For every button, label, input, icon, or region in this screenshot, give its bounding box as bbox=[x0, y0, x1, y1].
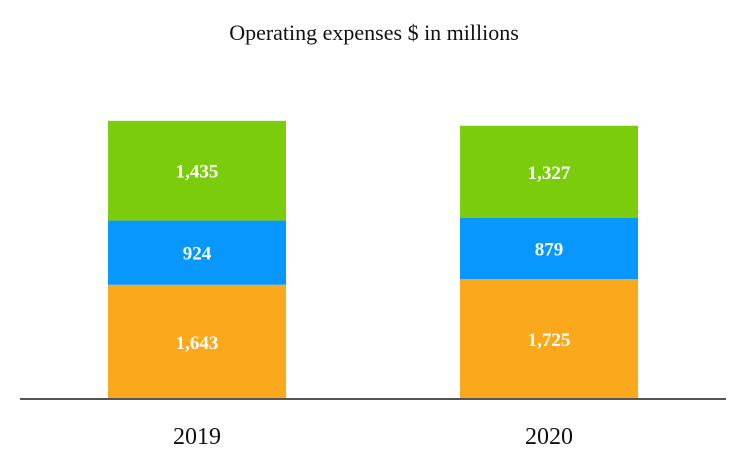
data-label-2020-bottom: 1,725 bbox=[528, 330, 571, 351]
bar-2020-bottom bbox=[460, 279, 638, 399]
data-label-2019-middle: 924 bbox=[183, 244, 212, 265]
x-tick-label-2019: 2019 bbox=[173, 424, 221, 450]
bars-group: 1,643 924 1,435 1,725 879 1,327 bbox=[108, 120, 638, 399]
bar-2019-bottom bbox=[108, 284, 286, 399]
bar-2020-middle bbox=[460, 217, 638, 280]
bar-2020-top bbox=[460, 125, 638, 218]
chart-title: Operating expenses $ in millions bbox=[229, 20, 519, 45]
data-label-2020-top: 1,327 bbox=[528, 163, 571, 184]
bar-2019-middle bbox=[108, 220, 286, 285]
bar-2019-top bbox=[108, 120, 286, 221]
data-label-2019-top: 1,435 bbox=[176, 162, 219, 183]
data-label-2020-middle: 879 bbox=[535, 240, 564, 261]
x-tick-label-2020: 2020 bbox=[525, 424, 573, 450]
category-labels: 2019 2020 bbox=[173, 424, 573, 450]
data-label-2019-bottom: 1,643 bbox=[176, 333, 219, 354]
